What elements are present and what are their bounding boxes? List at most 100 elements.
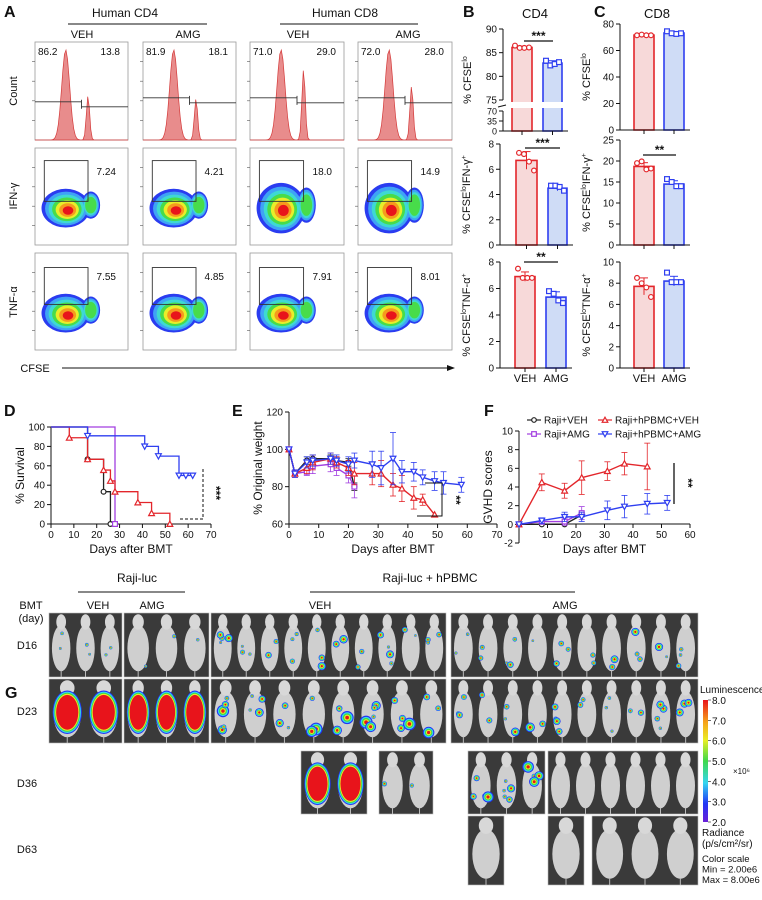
mouse-head	[335, 614, 345, 630]
mouse-head	[680, 614, 691, 630]
mouse-head	[458, 614, 469, 630]
luminescence-signal	[227, 637, 230, 640]
luminescence-signal	[504, 718, 506, 720]
mouse-head	[359, 614, 369, 630]
flow-plot: 4.21	[140, 147, 237, 246]
flow-plot: 7.24	[32, 147, 129, 246]
series-raji-hpbmc-amg	[51, 426, 197, 480]
y-tick-label: 80	[486, 72, 498, 83]
mouse-body	[273, 691, 296, 738]
luminescence-signal	[311, 697, 313, 700]
mouse	[525, 680, 547, 743]
mouse-body	[577, 625, 597, 672]
y-tick-label: 0	[492, 127, 497, 137]
line-chart-d: 0 20 40 60 80 100 0 10 20 30 40 50 60 70 Days after BM…	[13, 423, 223, 557]
mouse-head	[532, 680, 543, 696]
panel-letter-c: C	[594, 4, 606, 21]
event-marker	[111, 520, 118, 527]
data-point	[409, 468, 418, 476]
mouse	[522, 752, 544, 814]
mouse-body	[552, 691, 572, 738]
legend-label: Raji+hPBMC+VEH	[615, 416, 699, 427]
mouse-body	[331, 625, 350, 672]
imaging-panel	[591, 815, 699, 886]
luminescence-signal	[258, 711, 261, 714]
y-tick-label: 15	[603, 178, 615, 189]
mouse-head	[366, 680, 379, 696]
row-label-count: Count	[8, 76, 20, 105]
series-line	[518, 502, 668, 526]
y-tick-label: 8	[488, 258, 494, 269]
mouse-head	[218, 614, 228, 630]
y-tick-label: 25	[603, 136, 615, 147]
mouse-head	[278, 680, 291, 696]
luminescence-signal	[241, 645, 243, 647]
significance-stars: ***	[535, 136, 549, 150]
data-point	[332, 457, 341, 465]
imaging-panel	[467, 750, 546, 815]
mouse-body	[243, 691, 267, 738]
label-text: % CFSE	[581, 190, 593, 232]
mouse-body	[528, 625, 547, 672]
mouse-body	[425, 625, 444, 672]
data-point	[430, 478, 439, 486]
gate-value-low: 81.9	[146, 47, 166, 58]
luminescence-signal	[345, 715, 349, 720]
mouse-head	[414, 752, 425, 768]
legend-label: Raji+AMG	[544, 430, 590, 441]
y-axis-label: % CFSEloTNF-α+	[581, 273, 593, 356]
row-label-tnf-alpha: TNF-α	[8, 286, 20, 318]
event-marker	[154, 453, 163, 461]
data-point	[556, 183, 563, 190]
significance-stars: **	[681, 478, 695, 488]
row-header-day: (day)	[18, 613, 43, 625]
luminescence-signal	[316, 629, 319, 631]
mouse-head	[80, 614, 91, 630]
data-point	[409, 493, 418, 501]
density-contour	[408, 194, 421, 216]
luminescence-signal	[427, 642, 429, 644]
legend-label: Raji+hPBMC+AMG	[615, 430, 701, 441]
histogram	[250, 48, 344, 141]
mouse	[496, 752, 517, 814]
luminescence-signal	[110, 647, 112, 649]
luminescence-signal	[427, 638, 429, 641]
data-point	[389, 455, 397, 463]
series-raji-hpbmc-veh	[515, 442, 652, 528]
mouse	[127, 614, 149, 677]
density-contour	[277, 311, 289, 320]
mouse-head	[602, 817, 617, 834]
condition-label: VEH	[87, 600, 110, 612]
luminescence-signal	[613, 658, 616, 661]
luminescence-signal	[514, 730, 517, 734]
data-point	[525, 44, 532, 51]
flow-plot: 81.9 18.1	[140, 41, 237, 141]
bar-veh	[633, 34, 655, 131]
mouse-head	[104, 614, 115, 630]
mouse	[307, 614, 326, 677]
luminescence-signal	[514, 638, 516, 640]
mouse-body	[284, 625, 303, 672]
y-tick-label: 20	[603, 99, 615, 110]
mouse-body	[127, 625, 149, 672]
mouse-body	[601, 762, 620, 809]
x-tick-label: 40	[627, 530, 639, 541]
luminescence-signal	[404, 629, 406, 631]
gate-value: 8.01	[421, 272, 441, 283]
data-point	[515, 521, 523, 529]
gate-box	[258, 160, 305, 202]
y-tick-label: 0	[39, 520, 45, 531]
luminescence-signal	[480, 657, 482, 659]
y-tick-label: -2	[504, 539, 513, 550]
luminescence-signal	[567, 648, 569, 650]
imaging-panel	[210, 612, 447, 678]
histogram	[143, 48, 236, 141]
luminescence-signal	[223, 726, 225, 728]
group-label-raji-luc-hpbmc: Raji-luc + hPBMC	[382, 571, 477, 585]
colorbar-multiplier: ×10⁶	[733, 767, 750, 776]
mouse-head	[501, 752, 512, 768]
panel-letter-a: A	[4, 4, 16, 21]
luminescence-signal	[105, 654, 107, 656]
density-contour	[85, 196, 97, 214]
